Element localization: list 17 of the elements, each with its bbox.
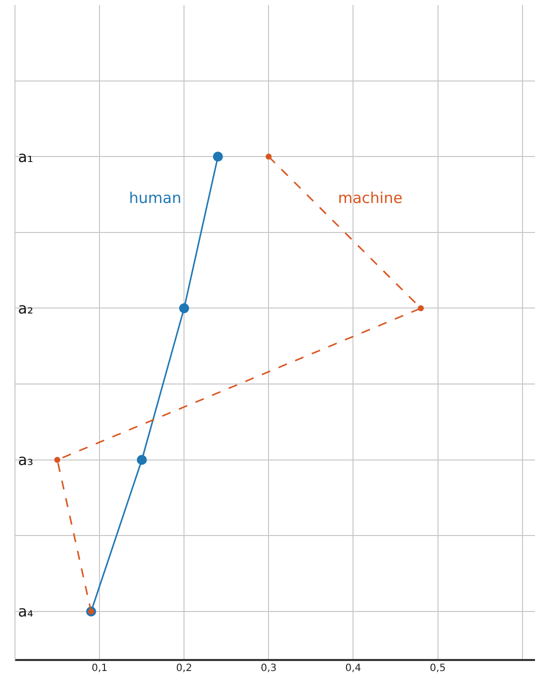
point [266,154,272,160]
point [136,454,147,465]
x-tick-label: 0,3 [260,663,277,674]
series-label: human [129,189,182,207]
x-tick-label: 0,2 [176,663,192,674]
y-tick-label: a₁ [18,148,34,166]
point [179,303,190,314]
x-tick-label: 0,1 [92,663,108,674]
point [54,456,60,463]
y-tick-label: a₂ [18,299,34,318]
y-tick-label: a₄ [18,602,34,621]
point [212,152,223,162]
point [418,305,424,312]
x-tick-label: 0,4 [345,663,362,674]
series-label: machine [338,189,402,207]
y-tick-label: a₃ [18,451,34,470]
x-tick-label: 0,5 [430,663,446,674]
